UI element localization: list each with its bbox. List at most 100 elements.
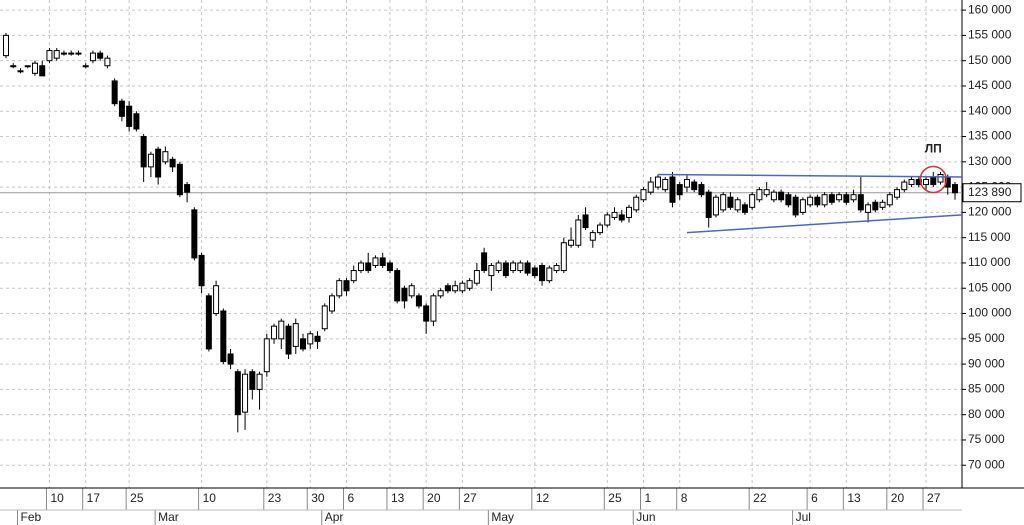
y-tick-label: 140 000 xyxy=(968,103,1012,117)
x-tick-label: 27 xyxy=(927,491,941,505)
y-tick-label: 120 000 xyxy=(968,205,1012,219)
candle-body xyxy=(31,62,38,74)
candle-body xyxy=(597,224,604,234)
candle-body xyxy=(401,287,408,302)
candle-body xyxy=(415,295,422,307)
x-tick-label: 30 xyxy=(311,491,325,505)
month-label: Feb xyxy=(20,510,41,524)
candle-body xyxy=(502,262,509,277)
x-tick-label: 12 xyxy=(536,491,550,505)
x-tick-label: 23 xyxy=(268,491,282,505)
candle-body xyxy=(778,191,785,201)
candle-body xyxy=(662,179,669,191)
candle-body xyxy=(691,181,698,191)
candle-body xyxy=(618,214,625,221)
candle-body xyxy=(923,179,930,186)
candle-body xyxy=(104,57,111,67)
candle-body xyxy=(857,194,864,211)
y-tick-label: 110 000 xyxy=(968,255,1011,269)
candle-body xyxy=(423,305,430,322)
x-tick-label: 10 xyxy=(50,491,64,505)
candle-body xyxy=(256,373,263,390)
candle-body xyxy=(553,264,560,272)
candle-body xyxy=(328,295,335,312)
y-tick-label: 70 000 xyxy=(968,457,1005,471)
candle-body xyxy=(654,176,661,188)
candle-body xyxy=(510,262,517,272)
candle-body xyxy=(770,191,777,201)
candle-body xyxy=(17,70,24,73)
y-tick-label: 80 000 xyxy=(968,407,1005,421)
candle-body xyxy=(727,196,734,208)
candle-body xyxy=(741,204,748,213)
candle-body xyxy=(568,239,575,246)
y-tick-label: 160 000 xyxy=(968,2,1012,16)
candle-body xyxy=(850,194,857,201)
candle-body xyxy=(365,262,372,272)
candle-body xyxy=(807,196,814,206)
candle-body xyxy=(734,199,741,211)
candle-body xyxy=(785,194,792,206)
candle-body xyxy=(191,209,198,259)
candle-body xyxy=(263,338,270,373)
y-tick-label: 90 000 xyxy=(968,356,1005,370)
candle-body xyxy=(314,335,321,342)
candle-body xyxy=(539,264,546,282)
candle-body xyxy=(488,264,495,277)
candle-body xyxy=(321,305,328,330)
candle-body xyxy=(828,194,835,203)
candle-body xyxy=(242,373,249,413)
candle-body xyxy=(10,65,17,68)
candle-body xyxy=(930,176,937,186)
x-tick-label: 13 xyxy=(847,491,861,505)
candle-body xyxy=(430,295,437,322)
candle-body xyxy=(111,80,118,105)
y-tick-label: 95 000 xyxy=(968,331,1005,345)
candle-body xyxy=(481,252,488,272)
trendline xyxy=(686,214,963,234)
candle-body xyxy=(756,189,763,201)
candle-body xyxy=(683,179,690,188)
candle-body xyxy=(249,371,256,390)
candle-body xyxy=(394,270,401,302)
candle-body xyxy=(546,267,553,282)
candle-body xyxy=(220,310,227,363)
candle-body xyxy=(872,201,879,211)
candle-body xyxy=(473,270,480,284)
candle-body xyxy=(60,52,67,55)
candle-body xyxy=(560,242,567,272)
candle-body xyxy=(836,194,843,201)
y-tick-label: 145 000 xyxy=(968,78,1012,92)
y-tick-label: 75 000 xyxy=(968,432,1005,446)
candle-body xyxy=(39,65,46,77)
candle-body xyxy=(495,262,502,272)
candle-body xyxy=(198,254,205,287)
candle-body xyxy=(300,338,307,350)
trendline xyxy=(657,173,963,178)
candle-body xyxy=(879,201,886,208)
candle-body xyxy=(799,199,806,213)
candle-body xyxy=(278,320,285,340)
candle-body xyxy=(763,189,770,196)
candle-body xyxy=(176,163,183,196)
candle-body xyxy=(611,211,618,218)
candle-body xyxy=(227,353,234,365)
x-tick-label: 6 xyxy=(347,491,354,505)
candle-body xyxy=(626,206,633,218)
y-tick-label: 155 000 xyxy=(968,28,1012,42)
candle-body xyxy=(46,50,53,62)
candle-body xyxy=(147,153,154,168)
candle-body xyxy=(459,282,466,292)
y-tick-label: 115 000 xyxy=(968,230,1011,244)
candle-body xyxy=(531,267,538,277)
x-tick-label: 25 xyxy=(608,491,622,505)
x-tick-label: 25 xyxy=(130,491,144,505)
candle-body xyxy=(350,270,357,282)
candle-body xyxy=(162,151,169,163)
candle-body xyxy=(466,280,473,289)
candle-body xyxy=(126,105,133,127)
candle-body xyxy=(379,257,386,266)
candle-body xyxy=(901,181,908,191)
candle-body xyxy=(133,113,140,130)
